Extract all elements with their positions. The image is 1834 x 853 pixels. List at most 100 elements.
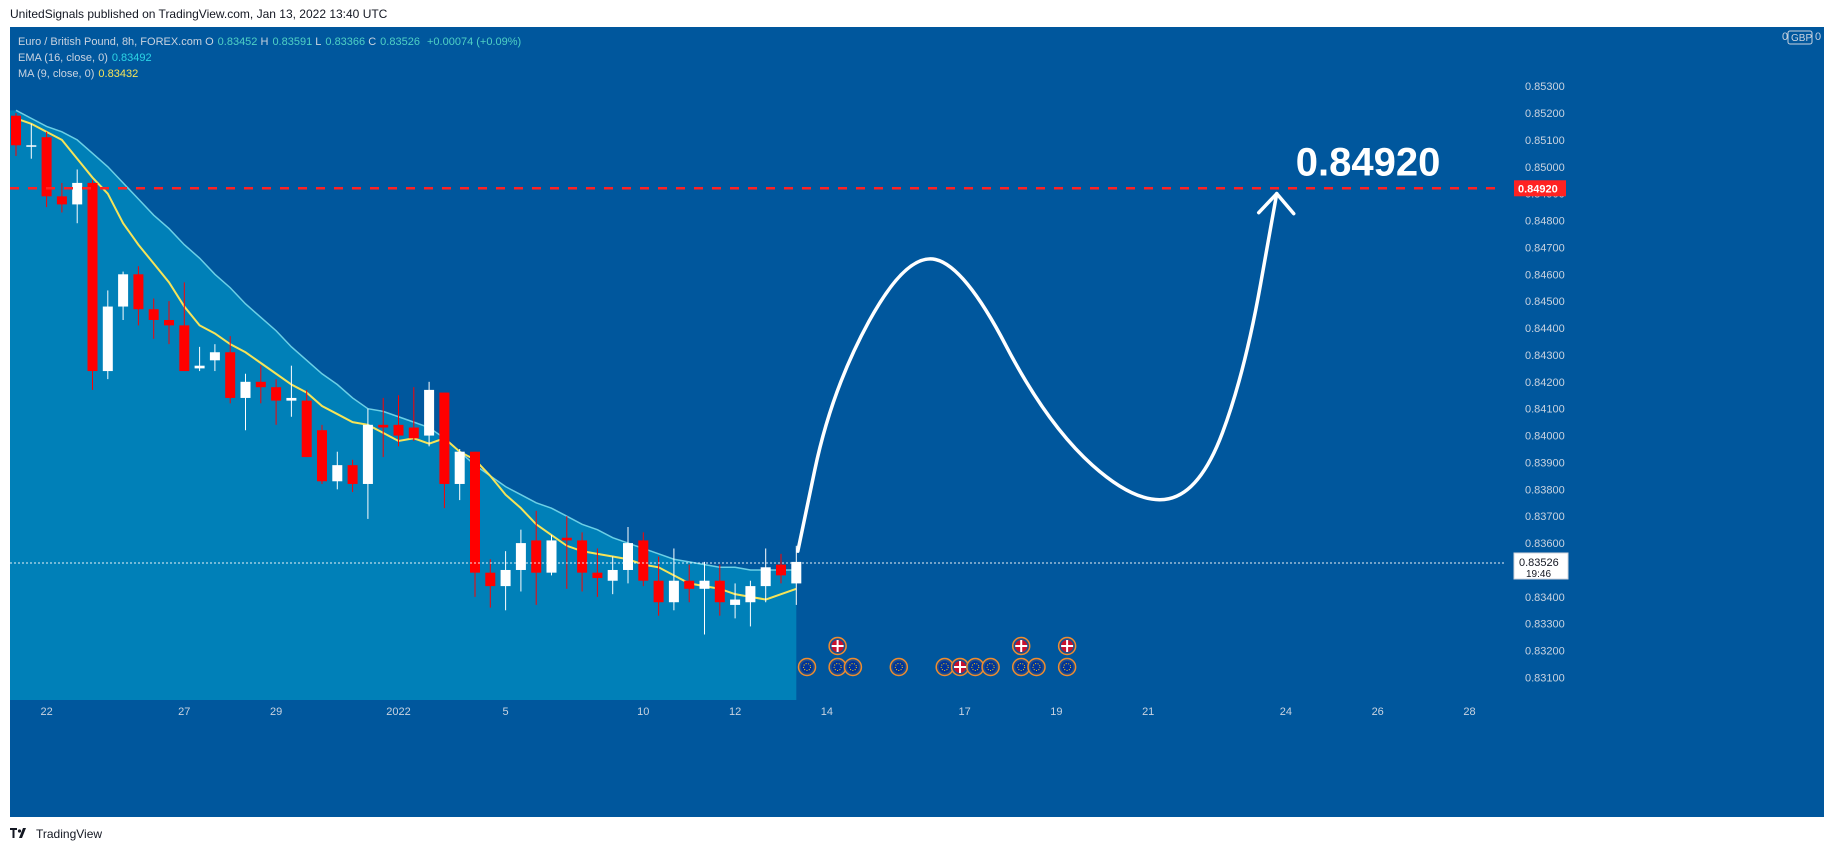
candle[interactable] <box>286 397 297 401</box>
candle[interactable] <box>638 540 649 581</box>
price-axis[interactable] <box>1504 27 1824 700</box>
candle[interactable] <box>11 115 21 146</box>
candle[interactable] <box>209 352 220 361</box>
candle[interactable] <box>271 387 282 401</box>
candle[interactable] <box>332 465 343 482</box>
candle[interactable] <box>730 599 741 605</box>
candle[interactable] <box>500 569 511 587</box>
candle[interactable] <box>87 182 98 372</box>
candle[interactable] <box>194 365 205 369</box>
candle[interactable] <box>41 137 52 197</box>
legend-ma-label: MA (9, close, 0) <box>18 68 95 80</box>
candle[interactable] <box>546 540 557 573</box>
candle[interactable] <box>485 572 496 587</box>
candle[interactable] <box>378 424 389 428</box>
candle[interactable] <box>745 586 756 603</box>
uk-flag-cross-icon <box>954 661 967 673</box>
candle[interactable] <box>301 400 312 458</box>
uk-flag-cross-icon <box>1015 640 1028 652</box>
candle[interactable] <box>791 561 802 584</box>
legend-low: 0.83366 <box>325 36 366 48</box>
eu-flag-fill-icon <box>1015 661 1028 673</box>
current-price-tag[interactable] <box>1513 552 1569 580</box>
candle[interactable] <box>148 309 159 320</box>
candle[interactable] <box>668 580 679 603</box>
candle[interactable] <box>531 540 542 573</box>
candle[interactable] <box>347 465 358 484</box>
price-tick-label: 0.83200 <box>1525 646 1565 658</box>
time-tick-label: 5 <box>503 706 509 718</box>
legend-ma-row[interactable]: MA (9, close, 0) 0.83432 <box>18 66 521 82</box>
price-axis-menu[interactable]: 0 <box>1782 31 1788 43</box>
candle[interactable] <box>699 580 710 589</box>
footer-brand[interactable]: TradingView <box>36 827 103 841</box>
candle[interactable] <box>56 196 67 205</box>
candle[interactable] <box>653 580 664 603</box>
eu-flag-stars-icon <box>894 663 903 671</box>
legend-symbol[interactable]: Euro / British Pound, 8h, FOREX.com <box>18 36 203 48</box>
candle[interactable] <box>623 543 633 570</box>
candle[interactable] <box>760 567 771 587</box>
candle[interactable] <box>607 569 618 581</box>
target-annotation-label[interactable]: 0.84920 <box>1296 140 1441 184</box>
eu-flag-stars-icon <box>1017 663 1026 671</box>
candle[interactable] <box>255 381 266 388</box>
price-tick-label: 0.84500 <box>1525 296 1565 308</box>
price-tick-label: 0.85300 <box>1525 81 1565 93</box>
candle[interactable] <box>118 274 129 307</box>
price-tick-label: 0.84100 <box>1525 404 1565 416</box>
candle[interactable] <box>577 540 588 573</box>
time-tick-label: 22 <box>40 706 52 718</box>
price-axis-menu[interactable]: 0 <box>1815 31 1821 43</box>
candle[interactable] <box>561 537 572 541</box>
eu-flag-stars-icon <box>833 663 842 671</box>
currency-label: GBP <box>1791 33 1812 44</box>
time-tick-label: 29 <box>270 706 282 718</box>
price-tick-label: 0.85100 <box>1525 135 1565 147</box>
candle[interactable] <box>439 392 450 484</box>
projection-arrowhead-icon <box>1256 191 1296 216</box>
candle[interactable] <box>424 389 435 436</box>
chart-canvas[interactable]: 0.84920 0 GBP 0 0.85300 0.85200 0.85100 0.85000… <box>10 27 1824 817</box>
candle[interactable] <box>454 451 465 484</box>
eu-flag-stars-icon <box>803 663 812 671</box>
eu-flag-stars-icon <box>848 663 857 671</box>
legend-close: 0.83526 <box>380 36 420 48</box>
candle[interactable] <box>240 381 251 398</box>
target-price-tag[interactable] <box>1514 180 1566 197</box>
candle[interactable] <box>776 564 786 576</box>
projection-path[interactable] <box>796 191 1279 553</box>
candle[interactable] <box>164 319 174 326</box>
legend-high: 0.83591 <box>272 36 313 48</box>
legend-ohlc-row: Euro / British Pound, 8h, FOREX.com O 0.8… <box>18 34 521 50</box>
candle[interactable] <box>714 580 725 603</box>
candle[interactable] <box>72 182 83 205</box>
candle[interactable] <box>408 427 419 439</box>
ema-line[interactable] <box>15 109 797 571</box>
candle[interactable] <box>393 424 404 436</box>
time-tick-label: 21 <box>1142 706 1154 718</box>
legend-close-label: C <box>368 36 377 48</box>
legend-ema-row[interactable]: EMA (16, close, 0) 0.83492 <box>18 50 521 66</box>
candle[interactable] <box>362 424 373 484</box>
candle[interactable] <box>133 274 144 310</box>
time-axis[interactable] <box>10 700 1824 817</box>
candle[interactable] <box>592 572 603 579</box>
chart-pane[interactable]: 0.84920 0 GBP 0 0.85300 0.85200 0.85100 0.85000… <box>10 27 1824 817</box>
ma-line[interactable] <box>15 117 797 601</box>
uk-flag-cross-icon <box>831 640 844 652</box>
candle[interactable] <box>26 145 37 147</box>
eu-flag-fill-icon <box>984 661 997 673</box>
candle[interactable] <box>317 430 327 482</box>
candle[interactable] <box>225 352 236 398</box>
time-tick-label: 28 <box>1463 706 1475 718</box>
candle[interactable] <box>515 543 526 570</box>
candle[interactable] <box>179 325 190 372</box>
currency-badge[interactable] <box>1787 30 1813 45</box>
tradingview-logo-icon[interactable] <box>10 828 30 840</box>
price-tick-label: 0.83800 <box>1525 484 1565 496</box>
price-tick-label: 0.84600 <box>1525 269 1565 281</box>
candle[interactable] <box>102 306 113 372</box>
candle[interactable] <box>684 580 695 589</box>
candle[interactable] <box>470 451 480 573</box>
